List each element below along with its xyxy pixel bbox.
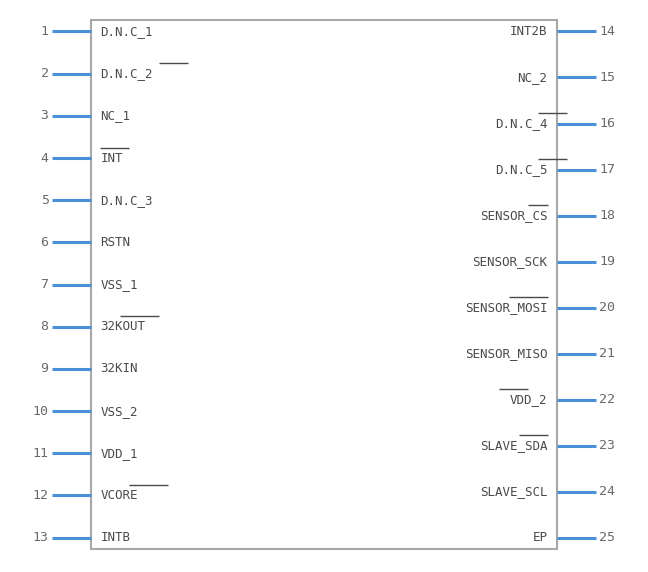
Text: SENSOR_MOSI: SENSOR_MOSI (465, 301, 548, 314)
Text: 17: 17 (599, 163, 616, 176)
Text: EP: EP (533, 531, 548, 544)
Text: VDD_2: VDD_2 (510, 393, 548, 406)
Text: RSTN: RSTN (100, 236, 130, 249)
Text: 1: 1 (41, 25, 49, 38)
Text: NC_1: NC_1 (100, 109, 130, 122)
Text: 21: 21 (599, 347, 616, 360)
Text: 10: 10 (32, 404, 49, 418)
Text: SENSOR_SCK: SENSOR_SCK (472, 255, 548, 268)
Text: SENSOR_MISO: SENSOR_MISO (465, 347, 548, 360)
Text: 20: 20 (599, 301, 616, 314)
Text: 22: 22 (599, 393, 616, 406)
Text: VSS_2: VSS_2 (100, 404, 138, 418)
Text: 7: 7 (41, 278, 49, 291)
Text: 23: 23 (599, 439, 616, 452)
Text: 14: 14 (599, 25, 616, 38)
Text: D.N.C_1: D.N.C_1 (100, 25, 153, 38)
Text: SLAVE_SDA: SLAVE_SDA (480, 439, 548, 452)
Text: SENSOR_CS: SENSOR_CS (480, 209, 548, 222)
Text: 5: 5 (41, 194, 49, 206)
Text: VSS_1: VSS_1 (100, 278, 138, 291)
Text: 12: 12 (32, 489, 49, 502)
Text: 15: 15 (599, 71, 616, 84)
Text: 4: 4 (41, 152, 49, 165)
Text: 13: 13 (32, 531, 49, 544)
Text: VCORE: VCORE (100, 489, 138, 502)
Text: D.N.C_2: D.N.C_2 (100, 67, 153, 80)
Text: INT2B: INT2B (510, 25, 548, 38)
Text: 32KIN: 32KIN (100, 363, 138, 375)
Text: 16: 16 (599, 117, 616, 130)
Text: D.N.C_3: D.N.C_3 (100, 194, 153, 206)
Text: INTB: INTB (100, 531, 130, 544)
Text: D.N.C_5: D.N.C_5 (495, 163, 548, 176)
Text: 19: 19 (599, 255, 616, 268)
Text: SLAVE_SCL: SLAVE_SCL (480, 485, 548, 498)
Text: 2: 2 (41, 67, 49, 80)
Bar (91, 20, 557, 549)
Text: 24: 24 (599, 485, 616, 498)
Text: 3: 3 (41, 109, 49, 122)
Text: VDD_1: VDD_1 (100, 447, 138, 460)
Text: INT: INT (100, 152, 123, 165)
Text: 25: 25 (599, 531, 616, 544)
Text: 9: 9 (41, 363, 49, 375)
Text: D.N.C_4: D.N.C_4 (495, 117, 548, 130)
Text: 8: 8 (41, 320, 49, 333)
Text: NC_2: NC_2 (518, 71, 548, 84)
Text: 6: 6 (41, 236, 49, 249)
Text: 11: 11 (32, 447, 49, 460)
Text: 18: 18 (599, 209, 616, 222)
Text: 32KOUT: 32KOUT (100, 320, 145, 333)
